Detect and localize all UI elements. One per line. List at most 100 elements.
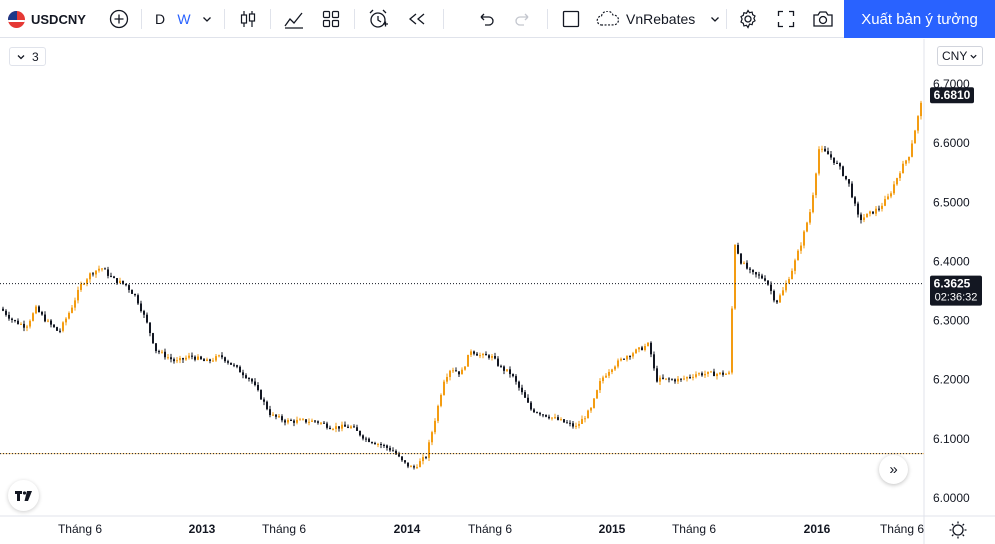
fullscreen-button[interactable] — [775, 0, 797, 38]
candle-body — [605, 375, 607, 378]
candle-body — [149, 322, 151, 334]
price-tick-label: 6.5000 — [933, 195, 970, 209]
price-tick-label: 6.6000 — [933, 136, 970, 150]
screenshot-button[interactable] — [811, 0, 835, 38]
candle-body — [203, 359, 205, 362]
time-axis[interactable]: Tháng 6 2013 Tháng 6 2014 Tháng 6 2015 Tháng 6… — [58, 522, 924, 536]
candle-body — [41, 312, 43, 315]
candle-body — [593, 398, 595, 408]
candle-body — [755, 272, 757, 275]
candle-body — [464, 366, 466, 370]
candle-body — [845, 175, 847, 180]
candle-body — [815, 173, 817, 196]
candle-body — [68, 312, 70, 319]
price-chart[interactable]: 6.70006.60006.50006.40006.30006.20006.10… — [0, 39, 995, 544]
candle-body — [368, 438, 370, 442]
price-axis[interactable]: 6.70006.60006.50006.40006.30006.20006.10… — [933, 77, 970, 505]
candle-body — [410, 466, 412, 468]
interval-w-button[interactable]: W — [177, 11, 191, 27]
time-settings-button[interactable] — [949, 521, 967, 539]
gear-icon — [740, 9, 756, 29]
candle-body — [887, 196, 889, 200]
candle-body — [758, 274, 760, 276]
candle-body — [908, 156, 910, 161]
candle-body — [296, 419, 298, 423]
candle-body — [767, 280, 769, 285]
candle-body — [710, 371, 712, 373]
candle-body — [449, 370, 451, 377]
candle-body — [665, 378, 667, 380]
candle-body — [173, 359, 175, 362]
undo-button[interactable] — [475, 0, 497, 38]
candle-body — [794, 260, 796, 271]
candle-body — [428, 442, 430, 458]
indicator-legend-toggle[interactable]: 3 — [9, 47, 46, 66]
candle-body — [302, 419, 304, 421]
candle-body — [638, 347, 640, 350]
candle-body — [131, 289, 133, 294]
settings-button[interactable] — [737, 0, 759, 38]
publish-idea-button[interactable]: Xuất bản ý tưởng — [844, 0, 995, 38]
candle-body — [704, 373, 706, 376]
compare-add-button[interactable] — [107, 0, 131, 38]
candle-body — [719, 372, 721, 374]
candle-body — [158, 351, 160, 353]
candle-body — [170, 357, 172, 360]
candle-body — [875, 208, 877, 214]
legend-count: 3 — [32, 49, 39, 64]
indicators-button[interactable] — [281, 0, 307, 38]
candle-body — [5, 310, 7, 315]
interval-d-button[interactable]: D — [154, 11, 166, 27]
replay-button[interactable] — [405, 0, 429, 38]
time-tick-label: 2016 — [804, 522, 831, 536]
candle-body — [611, 369, 613, 372]
tradingview-logo[interactable] — [8, 480, 39, 511]
candle-body — [626, 356, 628, 360]
layout-button[interactable] — [320, 0, 342, 38]
candle-body — [530, 402, 532, 410]
candle-body — [707, 371, 709, 374]
square-icon — [562, 10, 580, 28]
candle-body — [515, 376, 517, 382]
candles-series — [2, 100, 922, 470]
candle-body — [728, 372, 730, 374]
candle-body — [650, 342, 652, 355]
candle-body — [839, 163, 841, 167]
candle-body — [80, 283, 82, 290]
candle-body — [365, 438, 367, 440]
cloud-layout-menu[interactable]: VnRebates — [596, 0, 721, 38]
candle-body — [146, 314, 148, 323]
candle-body — [227, 361, 229, 363]
candle-body — [419, 461, 421, 468]
candle-body — [242, 372, 244, 376]
candle-body — [152, 333, 154, 344]
candle-body — [380, 444, 382, 446]
candle-body — [32, 313, 34, 321]
candle-body — [212, 360, 214, 362]
candle-body — [914, 130, 916, 144]
candle-body — [167, 357, 169, 359]
rewind-icon — [408, 13, 425, 25]
candle-body — [431, 432, 433, 443]
candle-body — [266, 401, 268, 410]
candle-body — [239, 366, 241, 373]
candle-body — [236, 365, 238, 367]
scroll-to-realtime-button[interactable]: » — [879, 455, 908, 484]
redo-button[interactable] — [512, 0, 534, 38]
countdown-text: 02:36:32 — [935, 292, 978, 304]
interval-dropdown[interactable] — [199, 0, 215, 38]
candle-body — [182, 358, 184, 360]
candle-body — [284, 420, 286, 423]
candle-body — [329, 427, 331, 429]
candle-body — [866, 213, 868, 218]
candle-body — [722, 372, 724, 375]
symbol-search[interactable]: USDCNY — [8, 0, 86, 38]
candle-body — [647, 342, 649, 347]
currency-dropdown[interactable]: CNY — [937, 46, 984, 66]
fullscreen-select-button[interactable] — [560, 0, 582, 38]
candle-body — [8, 314, 10, 319]
chart-type-button[interactable] — [236, 0, 260, 38]
candle-body — [260, 390, 262, 400]
alert-button[interactable] — [365, 0, 391, 38]
candle-body — [509, 369, 511, 375]
